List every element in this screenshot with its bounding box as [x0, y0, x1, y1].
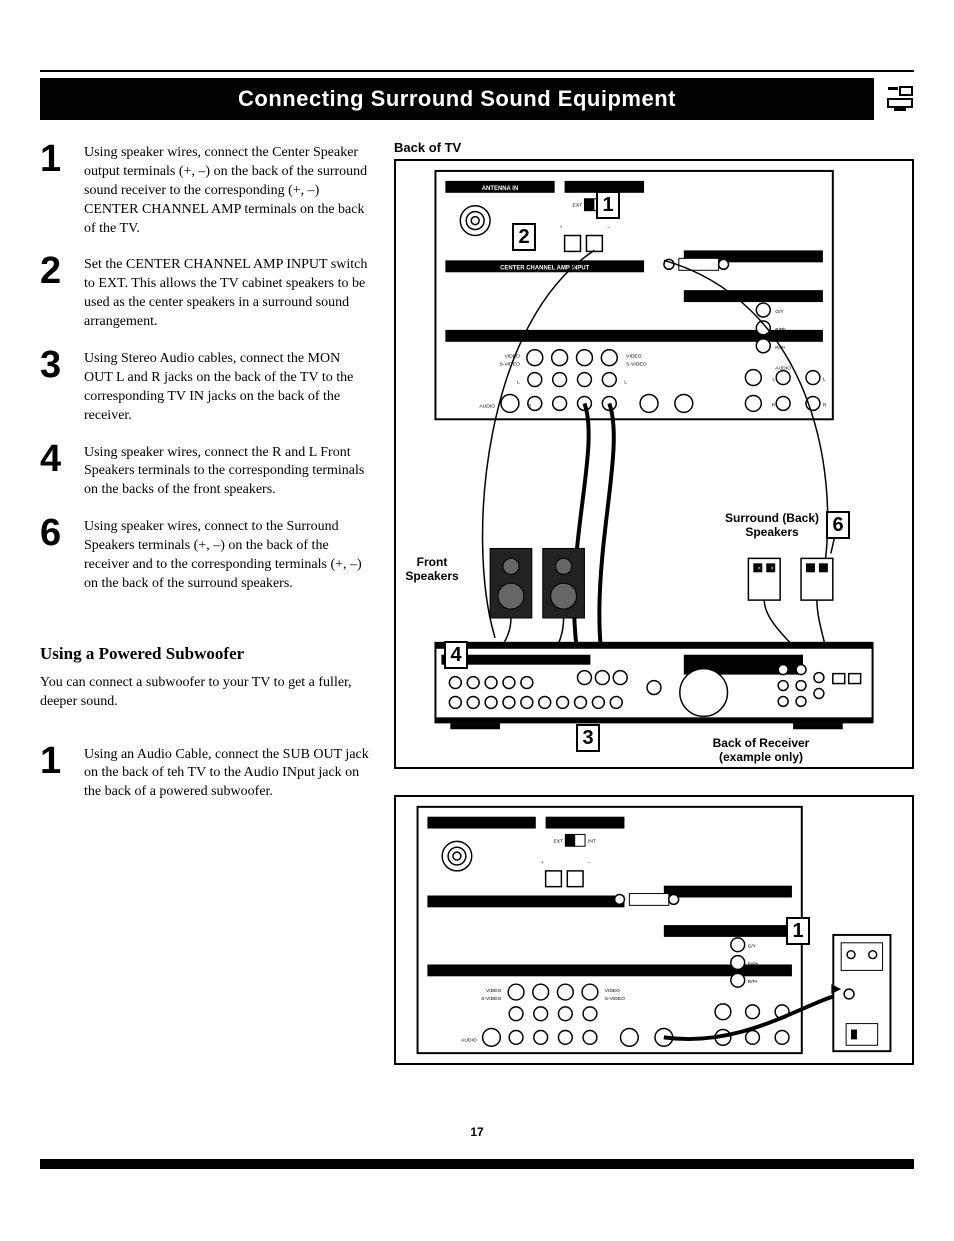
title-row: Connecting Surround Sound Equipment: [40, 78, 914, 120]
svg-text:VIDEO: VIDEO: [504, 354, 520, 360]
svg-text:B/Pb: B/Pb: [748, 961, 759, 967]
svg-text:S-VIDEO: S-VIDEO: [605, 996, 625, 1002]
svg-text:VIDEO: VIDEO: [486, 988, 501, 994]
svg-text:L: L: [624, 380, 627, 386]
svg-text:G/Y: G/Y: [748, 944, 757, 950]
step-number: 2: [40, 252, 68, 332]
step: 2 Set the CENTER CHANNEL AMP INPUT switc…: [40, 252, 370, 332]
svg-text:×: ×: [757, 564, 761, 572]
diagram1-svg: ANTENNA IN CENTER CHANNEL AMP INPUT EXT …: [396, 161, 912, 767]
svg-text:AUDIO: AUDIO: [775, 366, 791, 372]
svg-text:B/Pb: B/Pb: [775, 327, 786, 333]
step-text: Using an Audio Cable, connect the SUB OU…: [84, 742, 370, 803]
svg-text:S-VIDEO: S-VIDEO: [500, 362, 521, 368]
svg-text:R: R: [772, 402, 776, 408]
main-content: 1 Using speaker wires, connect the Cente…: [40, 140, 914, 1065]
subwoofer-intro: You can connect a subwoofer to your TV t…: [40, 674, 370, 712]
callout-1: 1: [596, 191, 620, 219]
steps-column: 1 Using speaker wires, connect the Cente…: [40, 140, 370, 1065]
svg-text:S-VIDEO: S-VIDEO: [481, 996, 501, 1002]
label-surround-speakers: Surround (Back)Speakers: [712, 511, 832, 540]
step-number: 3: [40, 346, 68, 426]
step: 4 Using speaker wires, connect the R and…: [40, 440, 370, 501]
svg-text:+: +: [560, 226, 563, 231]
svg-text:EXT: EXT: [554, 838, 564, 844]
svg-text:R/Pr: R/Pr: [748, 979, 758, 985]
subwoofer-heading: Using a Powered Subwoofer: [40, 644, 370, 664]
callout-3: 3: [576, 724, 600, 752]
svg-text:S-VIDEO: S-VIDEO: [626, 362, 647, 368]
svg-text:ANTENNA IN: ANTENNA IN: [482, 186, 519, 192]
callout-sub-1: 1: [786, 917, 810, 945]
label-receiver: Back of Receiver(example only): [676, 736, 846, 765]
diagram1-title: Back of TV: [394, 140, 914, 155]
svg-text:AUDIO: AUDIO: [479, 403, 495, 409]
step: 1 Using speaker wires, connect the Cente…: [40, 140, 370, 238]
svg-text:EXT: EXT: [573, 203, 583, 209]
step: 6 Using speaker wires, connect to the Su…: [40, 514, 370, 594]
callout-4: 4: [444, 641, 468, 669]
svg-text:–: –: [607, 226, 610, 231]
step-text: Using speaker wires, connect the R and L…: [84, 440, 370, 501]
step-number: 1: [40, 140, 68, 238]
diagram-column: Back of TV ANTENNA IN CENTER CHANNEL AMP…: [394, 140, 914, 1065]
step-number: 1: [40, 742, 68, 803]
svg-text:VIDEO: VIDEO: [626, 354, 642, 360]
step-number: 4: [40, 440, 68, 501]
diagram-subwoofer: EXT INT + – G/Y B/Pb R/Pr VIDEO S-VIDEO V…: [394, 795, 914, 1065]
svg-text:R: R: [528, 403, 532, 409]
svg-text:AUDIO: AUDIO: [461, 1037, 477, 1043]
svg-text:G/Y: G/Y: [775, 309, 784, 315]
svg-text:CENTER CHANNEL AMP INPUT: CENTER CHANNEL AMP INPUT: [500, 265, 590, 271]
page-number: 17: [40, 1125, 914, 1139]
svg-text:×: ×: [770, 564, 774, 572]
step-text: Set the CENTER CHANNEL AMP INPUT switch …: [84, 252, 370, 332]
step: 1 Using an Audio Cable, connect the SUB …: [40, 742, 370, 803]
svg-text:–: –: [588, 861, 591, 866]
svg-text:VIDEO: VIDEO: [605, 988, 620, 994]
step-number: 6: [40, 514, 68, 594]
svg-text:+: +: [541, 861, 544, 866]
bottom-rule: [40, 1159, 914, 1169]
svg-text:L: L: [823, 377, 826, 383]
svg-text:L: L: [772, 377, 775, 383]
top-rule: [40, 70, 914, 72]
step-text: Using speaker wires, connect the Center …: [84, 140, 370, 238]
diagram2-svg: EXT INT + – G/Y B/Pb R/Pr VIDEO S-VIDEO V…: [396, 797, 912, 1063]
label-front-speakers: FrontSpeakers: [402, 555, 462, 584]
callout-2: 2: [512, 223, 536, 251]
svg-text:L: L: [517, 380, 520, 386]
step-text: Using Stereo Audio cables, connect the M…: [84, 346, 370, 426]
svg-text:INT: INT: [588, 838, 596, 844]
svg-text:R: R: [823, 402, 827, 408]
step: 3 Using Stereo Audio cables, connect the…: [40, 346, 370, 426]
page-title: Connecting Surround Sound Equipment: [40, 78, 874, 120]
connector-icon: [886, 85, 914, 113]
diagram-surround: ANTENNA IN CENTER CHANNEL AMP INPUT EXT …: [394, 159, 914, 769]
step-text: Using speaker wires, connect to the Surr…: [84, 514, 370, 594]
